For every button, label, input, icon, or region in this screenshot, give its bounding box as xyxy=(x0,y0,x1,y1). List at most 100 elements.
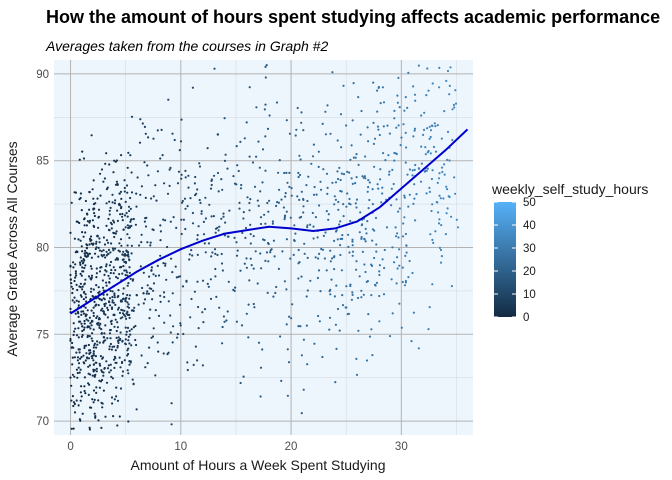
scatter-point xyxy=(109,363,112,366)
scatter-point xyxy=(109,337,112,340)
scatter-point xyxy=(148,317,151,320)
scatter-point xyxy=(249,198,252,201)
scatter-point xyxy=(376,110,379,113)
scatter-point xyxy=(326,192,329,195)
scatter-point xyxy=(168,168,171,171)
scatter-point xyxy=(239,381,242,385)
scatter-point xyxy=(125,211,128,215)
scatter-point xyxy=(259,222,263,226)
scatter-point xyxy=(437,211,440,214)
scatter-point xyxy=(402,222,405,225)
scatter-point xyxy=(443,173,446,176)
scatter-point xyxy=(100,250,103,253)
scatter-point xyxy=(366,126,369,129)
scatter-point xyxy=(297,248,300,252)
scatter-point xyxy=(354,156,357,159)
scatter-point xyxy=(73,237,76,240)
scatter-point xyxy=(328,328,331,331)
scatter-point xyxy=(124,226,127,229)
scatter-point xyxy=(438,194,441,197)
scatter-point xyxy=(388,132,391,135)
scatter-point xyxy=(453,176,456,179)
scatter-point xyxy=(282,206,285,209)
scatter-point xyxy=(317,257,320,260)
scatter-point xyxy=(79,399,82,402)
scatter-point xyxy=(410,340,413,343)
scatter-point xyxy=(159,300,162,303)
scatter-point xyxy=(116,399,120,402)
scatter-point xyxy=(97,246,100,249)
scatter-point xyxy=(84,199,87,203)
scatter-point xyxy=(93,374,96,377)
scatter-point xyxy=(407,71,410,74)
scatter-point xyxy=(440,166,444,169)
scatter-point xyxy=(351,244,354,247)
scatter-point xyxy=(70,399,73,402)
scatter-point xyxy=(122,250,125,253)
scatter-point xyxy=(373,137,377,140)
scatter-point xyxy=(277,267,280,270)
scatter-point xyxy=(91,339,94,343)
scatter-point xyxy=(73,411,77,414)
scatter-point xyxy=(102,180,105,183)
scatter-point xyxy=(363,175,366,178)
scatter-point xyxy=(184,176,187,179)
scatter-point xyxy=(355,198,359,201)
scatter-point xyxy=(72,261,75,264)
scatter-point xyxy=(429,135,432,139)
scatter-point xyxy=(79,239,82,242)
scatter-point xyxy=(94,355,97,358)
scatter-point xyxy=(218,225,221,228)
scatter-point xyxy=(317,165,320,168)
scatter-point xyxy=(423,111,426,114)
scatter-point xyxy=(109,289,112,292)
scatter-point xyxy=(405,146,408,149)
scatter-point xyxy=(256,282,259,285)
scatter-point xyxy=(112,272,115,275)
scatter-point xyxy=(349,283,352,286)
scatter-point xyxy=(202,233,206,236)
scatter-point xyxy=(446,158,449,161)
scatter-point xyxy=(207,285,210,288)
scatter-point xyxy=(342,84,345,87)
scatter-point xyxy=(126,244,129,247)
scatter-point xyxy=(70,346,73,349)
scatter-point xyxy=(348,197,351,201)
scatter-point xyxy=(97,215,100,218)
scatter-point xyxy=(191,86,194,89)
scatter-point xyxy=(87,275,91,278)
scatter-point xyxy=(104,324,107,327)
scatter-point xyxy=(114,183,118,186)
scatter-point xyxy=(86,325,89,328)
scatter-point xyxy=(437,177,441,180)
x-tick-label: 30 xyxy=(395,441,408,453)
x-axis-ticks: 0 10 20 30 xyxy=(67,441,407,453)
scatter-point xyxy=(342,173,346,176)
scatter-point xyxy=(77,315,80,318)
scatter-point xyxy=(455,218,458,221)
scatter-point xyxy=(318,204,321,207)
scatter-point xyxy=(402,235,405,238)
scatter-point xyxy=(347,245,350,248)
scatter-point xyxy=(87,365,90,368)
scatter-point xyxy=(239,140,242,143)
scatter-point xyxy=(130,309,133,312)
scatter-point xyxy=(103,312,106,315)
scatter-point xyxy=(156,129,159,132)
scatter-point xyxy=(113,314,116,317)
scatter-point xyxy=(266,127,270,130)
scatter-point xyxy=(135,293,138,297)
scatter-point xyxy=(200,212,203,215)
scatter-point xyxy=(118,338,121,342)
scatter-point xyxy=(88,428,91,431)
scatter-point xyxy=(235,254,239,257)
scatter-point xyxy=(426,67,429,70)
scatter-point xyxy=(372,81,375,84)
scatter-point xyxy=(88,316,91,319)
scatter-point xyxy=(103,273,106,276)
scatter-point xyxy=(99,194,102,197)
scatter-point xyxy=(126,233,129,236)
scatter-point xyxy=(284,195,287,198)
scatter-point xyxy=(81,266,84,269)
scatter-point xyxy=(95,267,98,270)
